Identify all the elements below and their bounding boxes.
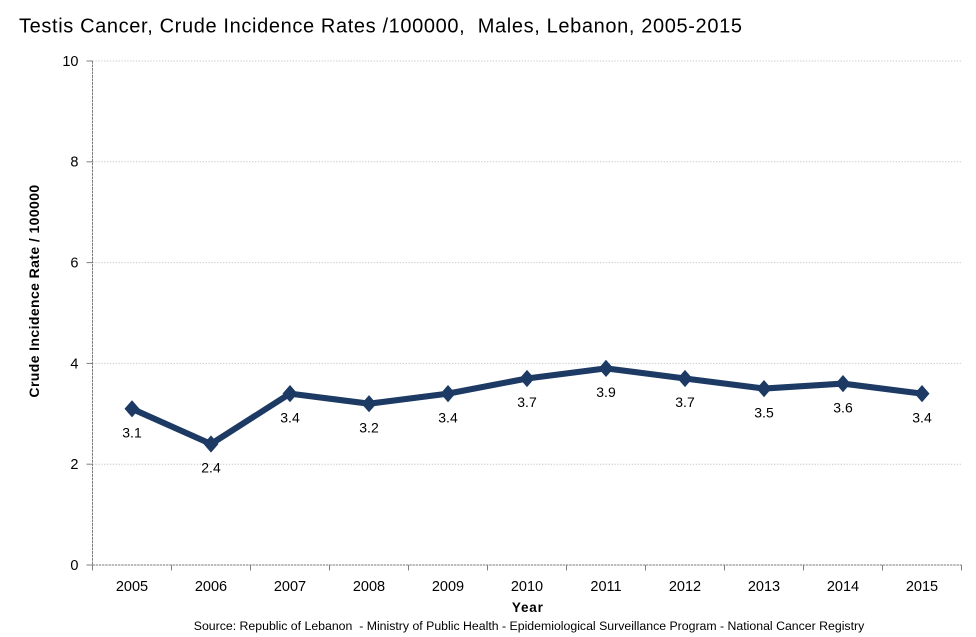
svg-text:2009: 2009 xyxy=(432,579,464,595)
svg-text:2014: 2014 xyxy=(827,579,859,595)
svg-text:3.4: 3.4 xyxy=(912,409,932,425)
svg-text:2011: 2011 xyxy=(590,579,621,595)
svg-text:3.2: 3.2 xyxy=(359,419,379,435)
svg-text:3.4: 3.4 xyxy=(438,409,458,425)
svg-text:2007: 2007 xyxy=(274,579,306,595)
svg-text:8: 8 xyxy=(70,155,78,171)
svg-text:Crude Incidence Rate / 100000: Crude Incidence Rate / 100000 xyxy=(26,184,42,397)
svg-text:3.9: 3.9 xyxy=(596,384,616,400)
svg-text:3.7: 3.7 xyxy=(675,394,695,410)
svg-text:3.7: 3.7 xyxy=(517,394,537,410)
svg-text:2006: 2006 xyxy=(195,579,227,595)
svg-text:10: 10 xyxy=(62,54,78,70)
svg-text:2013: 2013 xyxy=(748,579,780,595)
svg-text:2012: 2012 xyxy=(669,579,701,595)
svg-text:2: 2 xyxy=(70,457,78,473)
svg-text:6: 6 xyxy=(70,256,78,272)
svg-text:2010: 2010 xyxy=(511,579,543,595)
svg-text:3.4: 3.4 xyxy=(280,409,300,425)
svg-text:3.6: 3.6 xyxy=(833,399,853,415)
svg-text:3.5: 3.5 xyxy=(754,404,774,420)
svg-text:2008: 2008 xyxy=(353,579,385,595)
svg-text:2.4: 2.4 xyxy=(201,460,221,476)
svg-text:2015: 2015 xyxy=(906,579,938,595)
svg-text:2005: 2005 xyxy=(116,579,148,595)
svg-text:4: 4 xyxy=(70,356,78,372)
svg-text:3.1: 3.1 xyxy=(122,425,142,441)
svg-text:Year: Year xyxy=(512,600,544,615)
svg-text:Source: Republic of Lebanon -: Source: Republic of Lebanon - Ministry o… xyxy=(194,619,865,633)
svg-text:0: 0 xyxy=(70,558,78,574)
svg-text:Testis Cancer, Crude Incidence: Testis Cancer, Crude Incidence Rates /10… xyxy=(19,16,743,38)
